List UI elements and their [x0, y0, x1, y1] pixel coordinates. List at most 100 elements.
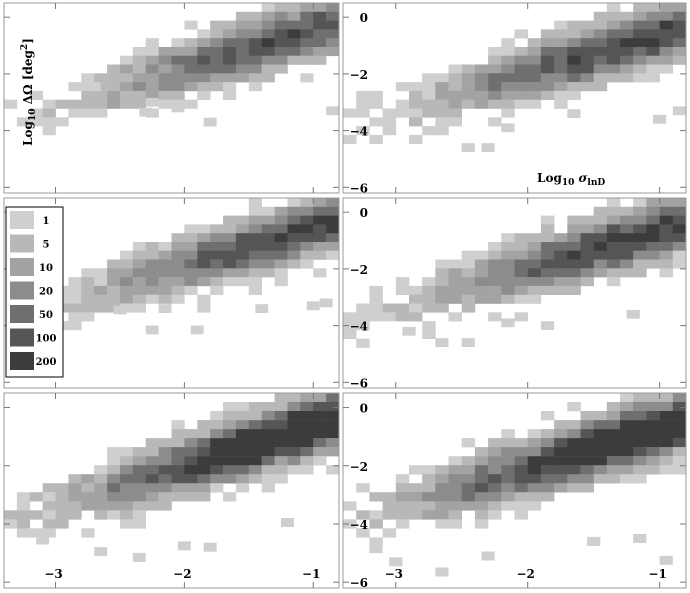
heatmap-cell — [633, 438, 647, 448]
heatmap-cell — [120, 73, 134, 83]
heatmap-cell — [395, 492, 410, 502]
heatmap-cell — [593, 456, 608, 466]
heatmap-cell — [42, 501, 56, 511]
heatmap-cell — [580, 73, 594, 83]
heatmap-cell — [261, 47, 275, 57]
heatmap-cell — [567, 259, 581, 269]
heatmap-cell — [389, 557, 403, 567]
heatmap-cell — [107, 285, 121, 295]
heatmap-cell — [514, 268, 528, 278]
heatmap-cell — [448, 519, 462, 529]
heatmap-cell — [107, 294, 121, 304]
heatmap-cell — [620, 393, 634, 403]
heatmap-cell — [326, 411, 340, 421]
heatmap-cell — [395, 303, 410, 313]
heatmap-cell — [474, 277, 489, 287]
heatmap-cell — [326, 393, 340, 403]
heatmap-cell — [646, 64, 660, 74]
heatmap-cell — [501, 501, 515, 511]
heatmap-cell — [672, 438, 687, 448]
heatmap-cell — [474, 268, 489, 278]
heatmap-cell — [184, 259, 198, 269]
y-tick-label: −6 — [350, 576, 368, 590]
heatmap-cell — [223, 438, 237, 448]
heatmap-cell — [261, 474, 275, 484]
heatmap-cell — [606, 233, 621, 243]
heatmap-cell — [672, 206, 687, 216]
heatmap-cell — [171, 492, 185, 502]
heatmap-cell — [448, 294, 462, 304]
heatmap-cell — [313, 429, 327, 439]
heatmap-cell — [633, 47, 647, 57]
heatmap-cell — [42, 108, 56, 118]
heatmap-cell — [184, 99, 198, 109]
heatmap-cell — [319, 298, 333, 308]
heatmap-cell — [145, 501, 159, 511]
heatmap-cell — [554, 277, 568, 287]
heatmap-cell — [435, 492, 449, 502]
x-tick-label: −3 — [385, 567, 403, 581]
heatmap-cell — [501, 64, 515, 74]
heatmap-cell — [248, 38, 262, 48]
heatmap-cell — [395, 99, 410, 109]
heatmap-cell — [235, 465, 250, 475]
heatmap-cell — [235, 242, 250, 252]
heatmap-cell — [287, 402, 301, 412]
heatmap-cell — [248, 420, 262, 430]
heatmap-cell — [197, 259, 211, 269]
heatmap-cell — [287, 3, 301, 13]
heatmap-cell — [540, 224, 555, 234]
heatmap-cell — [633, 447, 647, 457]
heatmap-cell — [145, 456, 159, 466]
heatmap-cell — [145, 438, 159, 448]
heatmap-cell — [177, 541, 191, 551]
heatmap-cell — [540, 47, 555, 57]
heatmap-cell — [554, 429, 568, 439]
heatmap-cell — [158, 456, 172, 466]
heatmap-cell — [248, 233, 262, 243]
heatmap-cell — [461, 438, 476, 448]
heatmap-cell — [16, 501, 31, 511]
heatmap-cell — [488, 456, 502, 466]
heatmap-cell — [580, 429, 594, 439]
heatmap-cell — [287, 11, 301, 21]
heatmap-cell — [120, 483, 134, 493]
heatmap-cell — [527, 438, 542, 448]
heatmap-cell — [120, 465, 134, 475]
heatmap-cell — [120, 268, 134, 278]
heatmap-cell — [593, 47, 608, 57]
heatmap-cell — [223, 242, 237, 252]
heatmap-cell — [461, 483, 476, 493]
heatmap-cell — [223, 64, 237, 74]
heatmap-cell — [197, 294, 211, 304]
heatmap-cell — [261, 456, 275, 466]
heatmap-cell — [567, 38, 581, 48]
heatmap-cell — [395, 501, 410, 511]
heatmap-cell — [81, 492, 95, 502]
heatmap-cell — [409, 117, 423, 127]
heatmap-cell — [672, 106, 686, 116]
heatmap-cell — [461, 285, 476, 295]
heatmap-cell — [158, 492, 172, 502]
heatmap-cell — [580, 259, 594, 269]
heatmap-cell — [287, 429, 301, 439]
heatmap-cell — [422, 329, 436, 339]
heatmap-cell — [580, 250, 594, 260]
heatmap-cell — [620, 20, 634, 30]
heatmap-cell — [527, 259, 542, 269]
panel-frame — [3, 197, 340, 389]
heatmap-cell — [461, 492, 476, 502]
heatmap-cell — [158, 438, 172, 448]
heatmap-cell — [248, 429, 262, 439]
heatmap-cell — [94, 483, 108, 493]
heatmap-cell — [158, 483, 172, 493]
heatmap-cell — [16, 528, 31, 538]
heatmap-cell — [646, 198, 660, 208]
heatmap-cell — [184, 224, 198, 234]
heatmap-cell — [593, 447, 608, 457]
heatmap-cell — [248, 64, 262, 74]
heatmap-cell — [672, 411, 687, 421]
heatmap-cell — [567, 55, 581, 65]
heatmap-cell — [422, 321, 436, 331]
